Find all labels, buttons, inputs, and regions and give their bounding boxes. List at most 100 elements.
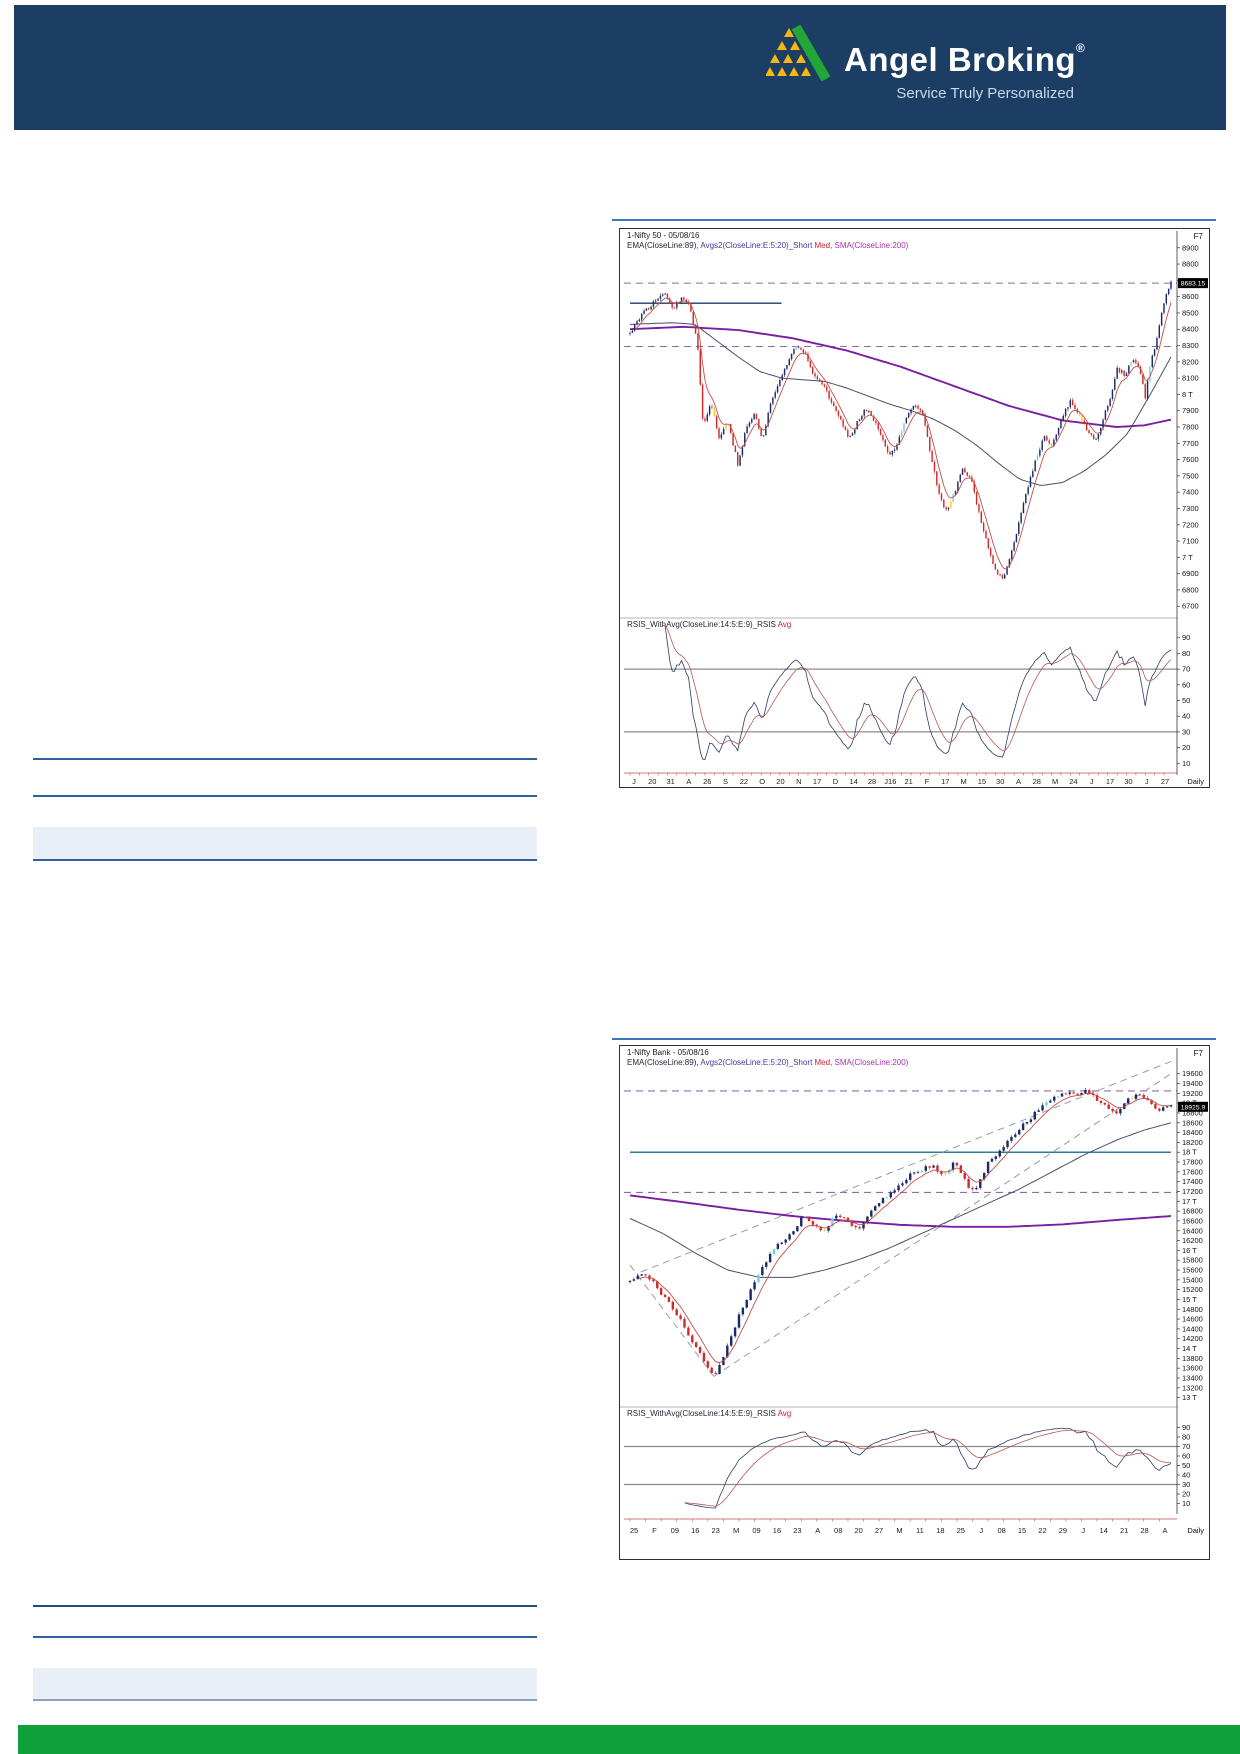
angel-broking-logo: Angel Broking® Service Truly Personalize… bbox=[766, 23, 1085, 118]
svg-text:7300: 7300 bbox=[1182, 504, 1199, 513]
brand-tagline: Service Truly Personalized bbox=[896, 85, 1074, 102]
label-segment: Avg bbox=[777, 620, 792, 629]
svg-text:O: O bbox=[759, 777, 765, 786]
table1-highlight-row bbox=[33, 827, 537, 859]
svg-text:10: 10 bbox=[1182, 759, 1190, 768]
brand-name: Angel Broking® bbox=[844, 41, 1086, 78]
svg-text:27: 27 bbox=[1161, 777, 1169, 786]
svg-text:13600: 13600 bbox=[1182, 1364, 1203, 1373]
svg-text:14 T: 14 T bbox=[1182, 1344, 1197, 1353]
svg-text:09: 09 bbox=[671, 1526, 679, 1535]
svg-text:6700: 6700 bbox=[1182, 602, 1199, 611]
svg-text:F7: F7 bbox=[1194, 232, 1204, 241]
svg-text:7500: 7500 bbox=[1182, 471, 1199, 480]
svg-text:7100: 7100 bbox=[1182, 537, 1199, 546]
svg-text:18: 18 bbox=[936, 1526, 944, 1535]
svg-text:J: J bbox=[1090, 777, 1094, 786]
svg-text:16 T: 16 T bbox=[1182, 1246, 1197, 1255]
svg-text:14: 14 bbox=[1100, 1526, 1108, 1535]
svg-text:20: 20 bbox=[776, 777, 784, 786]
table2-bottom-rule bbox=[33, 1699, 537, 1701]
svg-text:J: J bbox=[979, 1526, 983, 1535]
svg-text:18925.9: 18925.9 bbox=[1181, 1104, 1206, 1111]
svg-text:50: 50 bbox=[1182, 1461, 1190, 1470]
table2-header-rule bbox=[33, 1605, 537, 1607]
svg-text:19600: 19600 bbox=[1182, 1069, 1203, 1078]
svg-text:M: M bbox=[896, 1526, 902, 1535]
svg-text:15400: 15400 bbox=[1182, 1275, 1203, 1284]
svg-text:90: 90 bbox=[1182, 1423, 1190, 1432]
svg-text:Daily: Daily bbox=[1187, 777, 1204, 786]
svg-text:J: J bbox=[632, 777, 636, 786]
svg-text:21: 21 bbox=[904, 777, 912, 786]
svg-text:21: 21 bbox=[1120, 1526, 1128, 1535]
svg-text:90: 90 bbox=[1182, 633, 1190, 642]
svg-text:A: A bbox=[815, 1526, 820, 1535]
svg-text:16600: 16600 bbox=[1182, 1216, 1203, 1225]
svg-text:17: 17 bbox=[941, 777, 949, 786]
svg-text:27: 27 bbox=[875, 1526, 883, 1535]
svg-text:70: 70 bbox=[1182, 665, 1190, 674]
svg-text:30: 30 bbox=[996, 777, 1004, 786]
svg-text:17600: 17600 bbox=[1182, 1167, 1203, 1176]
svg-text:8400: 8400 bbox=[1182, 325, 1199, 334]
svg-text:14: 14 bbox=[850, 777, 858, 786]
svg-text:S: S bbox=[723, 777, 728, 786]
svg-text:15800: 15800 bbox=[1182, 1256, 1203, 1265]
svg-text:F7: F7 bbox=[1194, 1049, 1204, 1058]
svg-text:6800: 6800 bbox=[1182, 585, 1199, 594]
svg-text:15: 15 bbox=[978, 777, 986, 786]
svg-text:23: 23 bbox=[712, 1526, 720, 1535]
svg-text:18800: 18800 bbox=[1182, 1108, 1203, 1117]
svg-text:70: 70 bbox=[1182, 1442, 1190, 1451]
label-segment: EMA(CloseLine:89), bbox=[627, 1058, 701, 1067]
svg-text:40: 40 bbox=[1182, 1471, 1190, 1480]
svg-text:J: J bbox=[1081, 1526, 1085, 1535]
svg-text:15200: 15200 bbox=[1182, 1285, 1203, 1294]
svg-text:14200: 14200 bbox=[1182, 1334, 1203, 1343]
label-segment: RSIS_WithAvg(CloseLine:14:5:E:9)_RSIS bbox=[627, 620, 778, 629]
svg-text:7 T: 7 T bbox=[1182, 553, 1193, 562]
svg-text:17400: 17400 bbox=[1182, 1177, 1203, 1186]
svg-text:25: 25 bbox=[957, 1526, 965, 1535]
svg-text:22: 22 bbox=[1038, 1526, 1046, 1535]
svg-text:17: 17 bbox=[813, 777, 821, 786]
label-segment: Med, bbox=[814, 1058, 835, 1067]
svg-text:8200: 8200 bbox=[1182, 357, 1199, 366]
svg-text:16: 16 bbox=[773, 1526, 781, 1535]
chart-title: 1-Nifty Bank - 05/08/16 bbox=[627, 1048, 709, 1057]
svg-text:A: A bbox=[1162, 1526, 1167, 1535]
svg-text:8600: 8600 bbox=[1182, 292, 1199, 301]
svg-text:M: M bbox=[733, 1526, 739, 1535]
svg-text:A: A bbox=[686, 777, 691, 786]
svg-text:15 T: 15 T bbox=[1182, 1295, 1197, 1304]
svg-text:8300: 8300 bbox=[1182, 341, 1199, 350]
svg-text:F: F bbox=[925, 777, 930, 786]
niftybank-chart: 1-Nifty Bank - 05/08/16 EMA(CloseLine:89… bbox=[619, 1045, 1210, 1560]
svg-text:60: 60 bbox=[1182, 1452, 1190, 1461]
svg-text:80: 80 bbox=[1182, 649, 1190, 658]
svg-text:8 T: 8 T bbox=[1182, 390, 1193, 399]
svg-text:18400: 18400 bbox=[1182, 1128, 1203, 1137]
svg-text:7600: 7600 bbox=[1182, 455, 1199, 464]
svg-text:24: 24 bbox=[1069, 777, 1077, 786]
svg-text:6900: 6900 bbox=[1182, 569, 1199, 578]
svg-text:16800: 16800 bbox=[1182, 1207, 1203, 1216]
svg-text:18600: 18600 bbox=[1182, 1118, 1203, 1127]
svg-text:28: 28 bbox=[1140, 1526, 1148, 1535]
svg-text:14400: 14400 bbox=[1182, 1324, 1203, 1333]
label-segment: Avg bbox=[777, 1409, 792, 1418]
svg-text:17 T: 17 T bbox=[1182, 1197, 1197, 1206]
svg-text:13400: 13400 bbox=[1182, 1373, 1203, 1382]
svg-text:20: 20 bbox=[1182, 1490, 1190, 1499]
svg-text:20: 20 bbox=[648, 777, 656, 786]
svg-text:17800: 17800 bbox=[1182, 1158, 1203, 1167]
chart1-top-rule bbox=[612, 219, 1216, 221]
svg-text:15600: 15600 bbox=[1182, 1266, 1203, 1275]
label-segment: SMA(CloseLine:200) bbox=[834, 1058, 909, 1067]
svg-text:50: 50 bbox=[1182, 696, 1190, 705]
svg-text:08: 08 bbox=[834, 1526, 842, 1535]
svg-text:28: 28 bbox=[1033, 777, 1041, 786]
label-segment: SMA(CloseLine:200) bbox=[834, 241, 909, 250]
svg-text:10: 10 bbox=[1182, 1499, 1190, 1508]
